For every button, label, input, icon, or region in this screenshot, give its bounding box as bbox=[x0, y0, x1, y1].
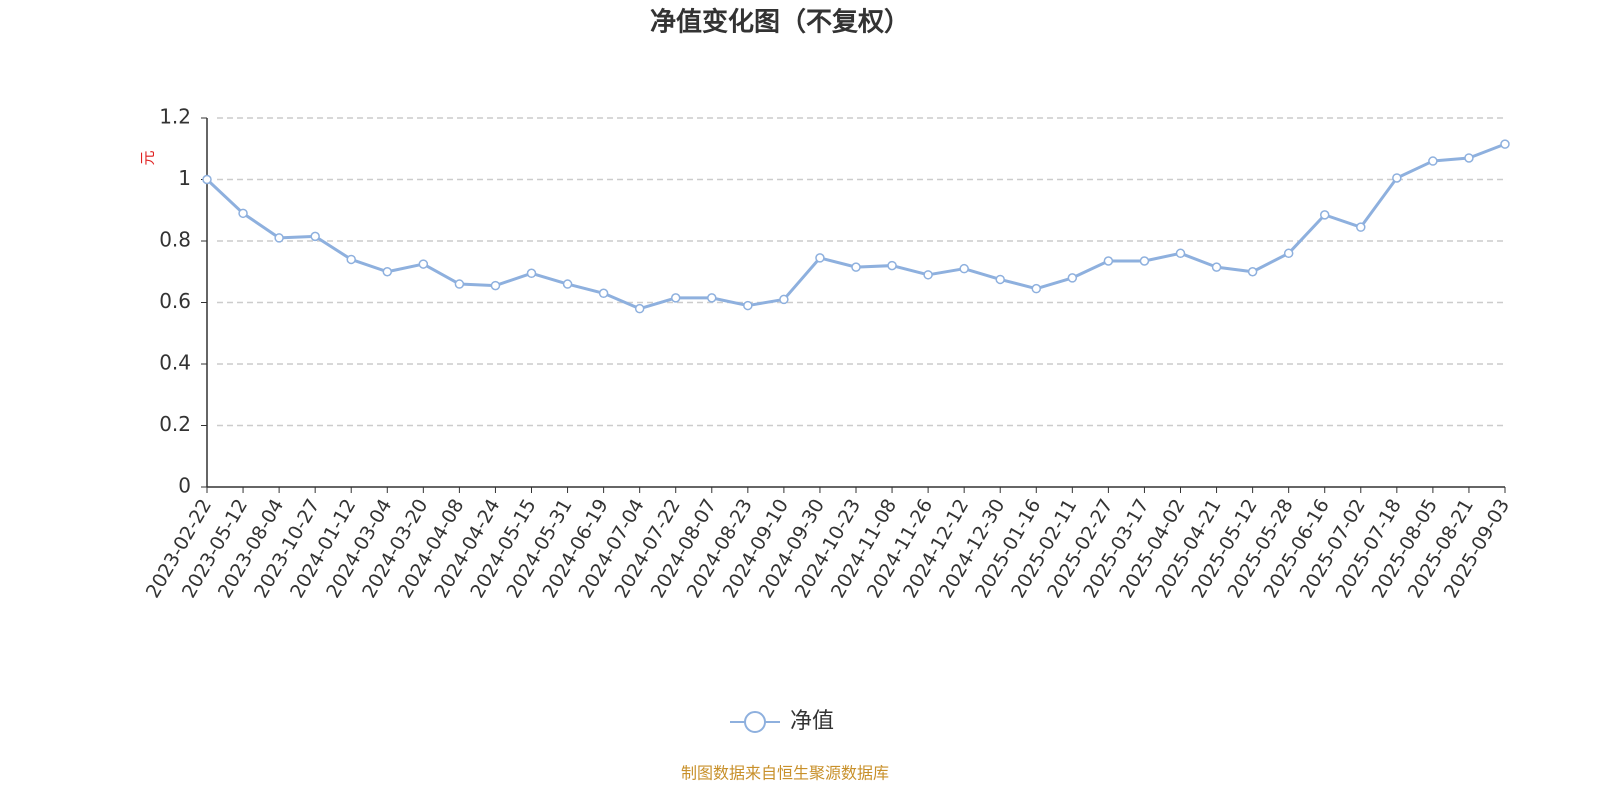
point bbox=[707, 293, 717, 303]
point bbox=[526, 268, 537, 279]
point bbox=[274, 233, 284, 243]
point bbox=[1356, 222, 1366, 232]
point bbox=[1067, 273, 1078, 283]
legend-marker bbox=[744, 711, 766, 733]
point bbox=[1392, 173, 1402, 183]
chart-title: 净值变化图（不复权） bbox=[650, 7, 910, 38]
point bbox=[1139, 256, 1150, 266]
point bbox=[310, 231, 320, 242]
point bbox=[1428, 156, 1438, 166]
point bbox=[743, 300, 753, 311]
series-line bbox=[205, 142, 1506, 311]
point bbox=[598, 288, 609, 299]
y-unit: 元 bbox=[139, 150, 157, 165]
source-note: 制图数据来自恒生聚源数据库 bbox=[681, 764, 889, 783]
y-tick-label: 0.4 bbox=[159, 351, 191, 375]
point bbox=[490, 280, 501, 291]
point bbox=[634, 303, 645, 314]
point bbox=[1464, 153, 1474, 163]
point bbox=[1031, 283, 1042, 294]
point bbox=[959, 263, 969, 274]
point bbox=[1103, 256, 1114, 266]
point bbox=[851, 262, 861, 272]
point bbox=[238, 208, 248, 219]
point bbox=[346, 254, 356, 265]
point bbox=[562, 279, 573, 289]
y-tick-label: 1 bbox=[178, 166, 191, 190]
y-tick-label: 1.2 bbox=[159, 105, 191, 129]
legend-label: 净值 bbox=[790, 709, 834, 734]
point bbox=[1500, 139, 1510, 149]
point bbox=[815, 253, 825, 263]
point bbox=[418, 259, 429, 269]
point bbox=[1283, 248, 1294, 259]
point bbox=[779, 294, 789, 305]
point bbox=[454, 279, 465, 289]
point bbox=[670, 293, 681, 303]
point bbox=[995, 274, 1005, 285]
point bbox=[1175, 248, 1186, 259]
y-tick-label: 0.6 bbox=[159, 289, 191, 313]
point bbox=[382, 267, 393, 277]
point bbox=[1211, 262, 1222, 272]
point bbox=[1319, 210, 1330, 220]
y-tick-label: 0 bbox=[178, 474, 191, 498]
point bbox=[202, 174, 212, 185]
y-tick-label: 0.8 bbox=[159, 228, 191, 252]
point bbox=[1247, 267, 1258, 277]
y-tick-label: 0.2 bbox=[159, 412, 191, 436]
point bbox=[887, 260, 897, 271]
point bbox=[923, 270, 933, 280]
